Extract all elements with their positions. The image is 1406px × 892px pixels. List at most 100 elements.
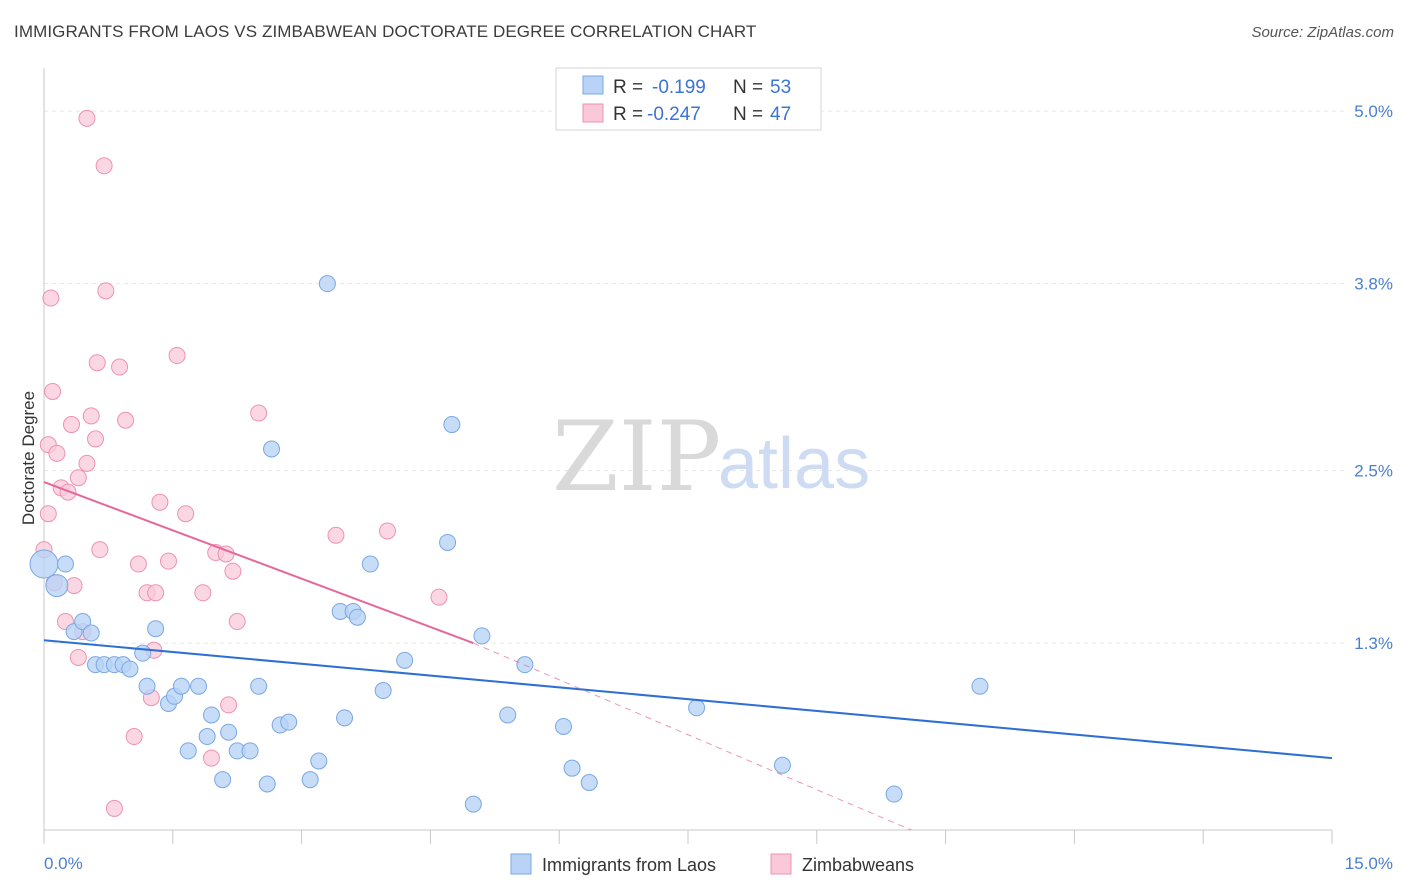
data-point-zimbabweans (97, 282, 115, 300)
data-point-zimbabweans (327, 526, 345, 544)
trend-line-zimbabweans (43, 481, 474, 645)
bottom-legend-swatch-zim (770, 853, 792, 875)
data-point-laos (258, 775, 276, 793)
data-point-laos (361, 555, 379, 573)
y-axis-label: Doctorate Degree (19, 391, 38, 525)
legend-r-value-laos: -0.199 (652, 77, 706, 98)
y-axis-tick-labels: 1.3% 2.5% 3.8% 5.0% (1354, 102, 1393, 653)
data-point-laos (250, 677, 268, 695)
data-point-laos (580, 774, 598, 792)
data-point-laos (971, 677, 989, 695)
data-point-zimbabweans (160, 552, 178, 570)
data-point-zimbabweans (69, 469, 87, 487)
data-point-zimbabweans (202, 749, 220, 767)
bottom-legend-label-zim: Zimbabweans (802, 855, 914, 875)
data-point-laos (214, 771, 232, 789)
data-point-laos (310, 752, 328, 770)
source-label: Source: ZipAtlas.com (1251, 24, 1394, 41)
data-point-laos (241, 742, 259, 760)
legend-swatch-zim (582, 103, 604, 123)
data-point-zimbabweans (42, 289, 60, 307)
data-point-laos (773, 756, 791, 774)
legend-n-value-laos: 53 (770, 77, 791, 98)
legend-n-label-zim: N = (733, 104, 763, 125)
data-point-laos (179, 742, 197, 760)
data-point-laos (336, 709, 354, 727)
watermark-atlas: atlas (718, 424, 870, 504)
data-point-zimbabweans (224, 562, 242, 580)
grid-lines (44, 110, 1345, 644)
data-point-zimbabweans (105, 799, 123, 817)
watermark: ZIP atlas (552, 401, 870, 513)
chart-title: IMMIGRANTS FROM LAOS VS ZIMBABWEAN DOCTO… (14, 22, 757, 41)
data-point-zimbabweans (250, 404, 268, 422)
data-point-laos (280, 713, 298, 731)
series-zimbabweans (35, 109, 448, 817)
data-point-zimbabweans (111, 358, 129, 376)
data-point-zimbabweans (48, 444, 66, 462)
data-point-laos (82, 624, 100, 642)
data-point-zimbabweans (65, 577, 83, 595)
bottom-legend-swatch-laos (510, 853, 532, 875)
legend-n-label-laos: N = (733, 77, 763, 98)
data-point-zimbabweans (95, 157, 113, 175)
data-point-zimbabweans (168, 347, 186, 365)
data-point-laos (202, 706, 220, 724)
series-laos (29, 275, 989, 813)
data-point-laos (45, 574, 69, 598)
data-point-zimbabweans (44, 382, 62, 400)
data-point-zimbabweans (82, 407, 100, 425)
data-point-laos (134, 644, 152, 662)
legend-r-label-laos: R = (613, 77, 643, 98)
data-point-zimbabweans (228, 613, 246, 631)
data-point-laos (74, 613, 92, 631)
data-point-zimbabweans (151, 493, 169, 511)
x-tick-label: 0.0% (44, 854, 83, 873)
trend-line-zimbabweans-extension (473, 642, 912, 831)
data-point-laos (198, 728, 216, 746)
data-point-zimbabweans (220, 696, 238, 714)
legend-top: R = -0.199 N = 53 R = -0.247 N = 47 (555, 67, 822, 131)
data-point-laos (464, 795, 482, 813)
data-point-laos (138, 677, 156, 695)
data-point-zimbabweans (91, 541, 109, 559)
data-point-laos (263, 440, 281, 458)
legend-r-value-zim: -0.247 (647, 104, 701, 125)
data-point-zimbabweans (62, 416, 80, 434)
data-point-laos (318, 275, 336, 293)
y-tick-label: 5.0% (1354, 102, 1393, 121)
data-point-zimbabweans (430, 588, 448, 606)
data-point-laos (172, 677, 190, 695)
data-point-laos (29, 549, 59, 579)
watermark-zip: ZIP (552, 401, 721, 513)
data-point-zimbabweans (87, 430, 105, 448)
data-point-laos (473, 627, 491, 645)
legend-r-label-zim: R = (613, 104, 643, 125)
data-point-zimbabweans (117, 411, 135, 429)
data-point-laos (688, 699, 706, 717)
bottom-legend-label-laos: Immigrants from Laos (542, 855, 716, 875)
x-axis-ticks (43, 830, 1333, 844)
data-point-zimbabweans (125, 728, 143, 746)
data-point-zimbabweans (177, 505, 195, 523)
data-point-laos (190, 677, 208, 695)
data-point-laos (885, 785, 903, 803)
data-point-laos (563, 759, 581, 777)
y-tick-label: 3.8% (1354, 275, 1393, 294)
y-tick-label: 2.5% (1354, 462, 1393, 481)
x-axis-tick-labels: 0.0% 15.0% (44, 854, 1393, 873)
data-point-laos (56, 555, 74, 573)
data-point-laos (396, 651, 414, 669)
trend-lines (43, 481, 1333, 831)
x-tick-label: 15.0% (1345, 854, 1393, 873)
data-point-laos (301, 771, 319, 789)
data-point-laos (147, 620, 165, 638)
y-tick-label: 1.3% (1354, 634, 1393, 653)
data-point-zimbabweans (129, 555, 147, 573)
data-point-laos (443, 416, 461, 434)
data-point-zimbabweans (147, 584, 165, 602)
data-point-laos (554, 717, 572, 735)
data-point-zimbabweans (88, 354, 106, 372)
data-point-laos (499, 706, 517, 724)
